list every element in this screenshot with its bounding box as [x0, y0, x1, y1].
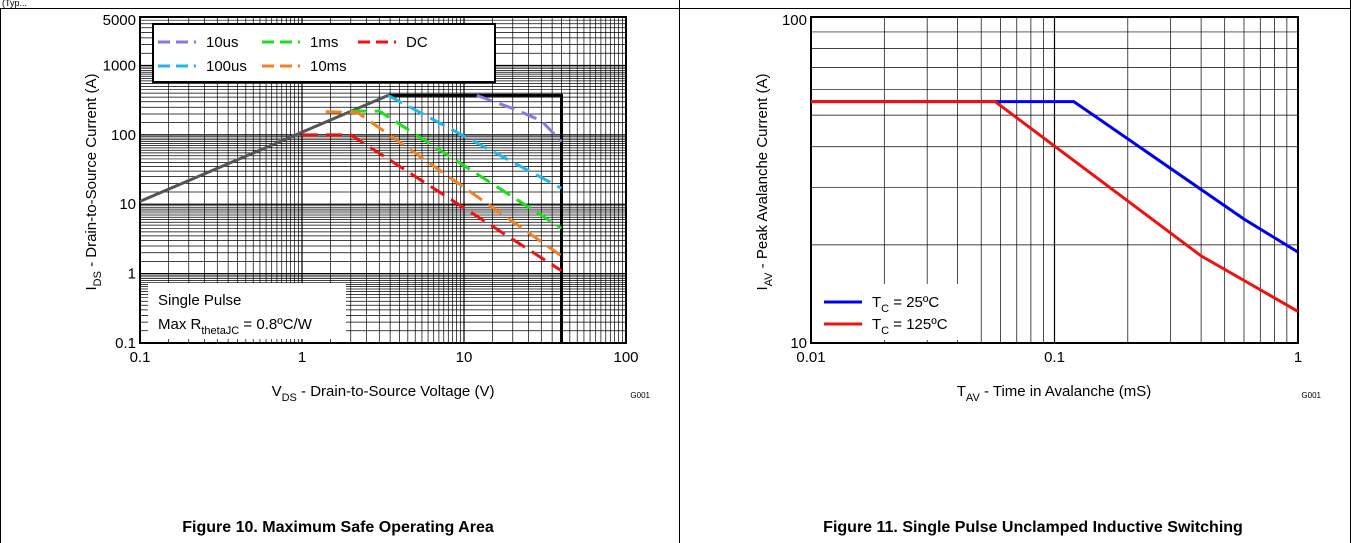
soa-x-tick-label: 10 — [456, 349, 473, 366]
uis-y-axis-label-main: I — [754, 286, 771, 290]
uis-y-tick-label: 10 — [790, 335, 807, 352]
soa-limit-box — [388, 93, 563, 343]
soa-y-axis-label-subscript: DS — [92, 271, 104, 286]
uis-x-axis-label-main: T — [957, 383, 966, 400]
uis-x-axis-label-subscript: AV — [966, 392, 981, 404]
soa-legend-label-10us: 10us — [206, 34, 239, 51]
soa-legend-box — [152, 23, 496, 83]
header-fragment: (Typ... — [2, 0, 27, 8]
soa-rdson-limit-line — [139, 94, 389, 203]
uis-legend-label-125c-rest: = 125ºC — [889, 316, 948, 333]
soa-legend-label-1ms: 1ms — [310, 34, 338, 51]
soa-y-tick-label: 0.1 — [115, 335, 136, 352]
soa-annotation-line2-rest: = 0.8ºC/W — [239, 316, 312, 333]
uis-legend-label-25c-rest: = 25ºC — [889, 294, 939, 311]
uis-legend-label-125c: TC = 125ºC — [872, 316, 948, 337]
soa-series-DC — [302, 133, 563, 273]
soa-x-axis-label-subscript: DS — [282, 392, 297, 404]
soa-annotation-line2: Max RthetaJC = 0.8ºC/W — [158, 316, 313, 337]
uis-x-axis-label: TAV - Time in Avalanche (mS) — [957, 383, 1151, 404]
soa-annotation-bg — [148, 283, 346, 339]
uis-series-125c — [811, 100, 1299, 313]
uis-legend-box — [814, 284, 980, 340]
uis-legend-label-25c-main: T — [872, 294, 881, 311]
uis-legend-label-25c: TC = 25ºC — [872, 294, 939, 315]
soa-y-tick-label: 100 — [111, 127, 136, 144]
figure-10-caption: Figure 10. Maximum Safe Operating Area — [182, 519, 494, 536]
soa-x-tick-label: 1 — [298, 349, 306, 366]
soa-y-axis-label: IDS - Drain-to-Source Current (A) — [83, 73, 104, 290]
soa-x-tick-label: 0.1 — [130, 349, 151, 366]
uis-x-tick-label: 0.1 — [1044, 349, 1065, 366]
uis-x-axis-label-rest: - Time in Avalanche (mS) — [980, 383, 1151, 400]
soa-legend-label-DC: DC — [406, 34, 428, 51]
soa-y-axis-label-main: I — [83, 286, 100, 290]
soa-plot-frame — [139, 16, 627, 344]
figure-10-code: G001 — [630, 391, 650, 400]
uis-y-tick-label: 100 — [782, 12, 807, 29]
soa-x-axis-label: VDS - Drain-to-Source Voltage (V) — [272, 383, 495, 404]
soa-legend-label-10ms: 10ms — [310, 58, 347, 75]
uis-y-axis-label-rest: - Peak Avalanche Current (A) — [754, 73, 771, 272]
soa-annotation-line1: Single Pulse — [158, 292, 241, 309]
chart-safe-operating-area: 0.1 1 10 1000.11101001000500010us100us1ms10… — [83, 12, 639, 404]
uis-legend-label-125c-subscript: C — [881, 325, 889, 337]
soa-x-tick-label: 100 — [613, 349, 638, 366]
soa-y-axis-label-rest: - Drain-to-Source Current (A) — [83, 73, 100, 271]
soa-series-1ms — [350, 109, 563, 230]
soa-series-10us — [476, 93, 563, 143]
soa-legend-label-100us: 100us — [206, 58, 247, 75]
figure-11-caption: Figure 11. Single Pulse Unclamped Induct… — [823, 519, 1243, 536]
uis-legend-label-25c-subscript: C — [881, 303, 889, 315]
soa-series-100us — [387, 94, 563, 190]
soa-y-tick-label: 5000 — [103, 12, 136, 29]
soa-annotation-line2-main: Max R — [158, 316, 202, 333]
figure-11-code: G001 — [1301, 391, 1321, 400]
soa-annotation: Single Pulse Max RthetaJC = 0.8ºC/W — [148, 283, 346, 339]
soa-y-tick-label: 1 — [128, 266, 136, 283]
soa-y-tick-label: 1000 — [103, 57, 136, 74]
uis-x-tick-label: 1 — [1294, 349, 1302, 366]
soa-series-10ms — [325, 110, 563, 258]
uis-y-axis-label: IAV - Peak Avalanche Current (A) — [754, 73, 775, 290]
uis-plot-frame — [810, 16, 1299, 344]
uis-legend-label-125c-main: T — [872, 316, 881, 333]
soa-x-axis-label-main: V — [272, 383, 282, 400]
uis-y-axis-label-subscript: AV — [763, 272, 775, 287]
soa-x-axis-label-rest: - Drain-to-Source Voltage (V) — [297, 383, 495, 400]
soa-y-tick-label: 10 — [119, 196, 136, 213]
soa-annotation-line2-subscript: thetaJC — [201, 325, 239, 337]
soa-legend: 10us 100us 1ms 10ms DC — [152, 23, 496, 83]
uis-x-tick-label: 0.01 — [796, 349, 825, 366]
